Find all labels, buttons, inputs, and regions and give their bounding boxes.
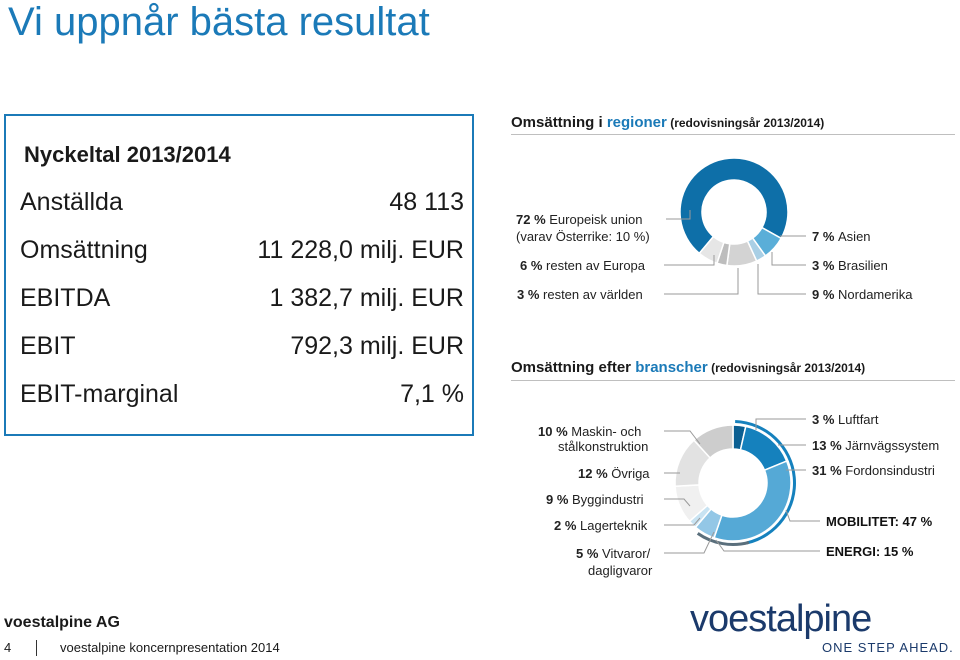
industry-label-machinery-sub: stålkonstruktion [558, 439, 648, 454]
industry-chart-title: Omsättning efter branscher (redovisnings… [511, 359, 865, 376]
industry-leader-storage [664, 517, 701, 526]
region-slice-0 [679, 157, 789, 255]
kpi-row-revenue: Omsättning 11 228,0 milj. EUR [20, 236, 464, 270]
footer-separator [36, 640, 37, 656]
industry-label-railway: 13 % Järnvägssystem [812, 438, 939, 453]
region-label-rest-europe: 6 % resten av Europa [520, 258, 646, 273]
voestalpine-logo: voestalpine [690, 598, 872, 640]
kpi-row-employees: Anställda 48 113 [20, 188, 464, 222]
industry-leader-mobility [785, 509, 820, 522]
kpi-value: 1 382,7 milj. EUR [269, 284, 464, 312]
industry-label-construction: 9 % Byggindustri [546, 492, 644, 507]
industry-leader-construction [664, 498, 691, 507]
industry-slice-2 [713, 460, 792, 542]
industry-label-appliances-sub: dagligvaror [588, 563, 653, 578]
kpi-heading: Nyckeltal 2013/2014 [24, 142, 231, 167]
industry-group-energy: ENERGI: 15 % [826, 544, 914, 559]
footer-presentation: voestalpine koncernpresentation 2014 [60, 640, 280, 655]
kpi-label: EBITDA [20, 284, 111, 312]
industry-label-automotive: 31 % Fordonsindustri [812, 463, 935, 478]
region-label-eu-sub: (varav Österrike: 10 %) [516, 229, 650, 244]
industry-title-suffix: (redovisningsår 2013/2014) [707, 361, 866, 375]
kpi-label: Anställda [20, 188, 123, 216]
kpi-label: EBIT-marginal [20, 380, 179, 408]
industry-leader-energy [715, 539, 820, 552]
page-number: 4 [4, 640, 12, 655]
industry-label-machinery: 10 % Maskin- och [538, 424, 641, 439]
industry-title-rule [511, 380, 955, 381]
kpi-label: Omsättning [20, 236, 148, 264]
region-title-prefix: Omsättning i [511, 114, 607, 131]
region-leader-north-america [757, 264, 806, 295]
region-label-brazil: 3 % Brasilien [812, 258, 888, 273]
industry-label-other: 12 % Övriga [578, 466, 650, 481]
region-leader-rest-world [664, 268, 739, 295]
region-chart-title: Omsättning i regioner (redovisningsår 20… [511, 114, 824, 131]
region-label-eu: 72 % Europeisk union [516, 212, 642, 227]
region-label-asia: 7 % Asien [812, 229, 871, 244]
region-title-suffix: (redovisningsår 2013/2014) [666, 116, 825, 130]
industry-leader-machinery [664, 430, 701, 445]
kpi-value: 7,1 % [400, 380, 464, 408]
kpi-value: 11 228,0 milj. EUR [257, 236, 464, 264]
industry-title-prefix: Omsättning efter [511, 359, 636, 376]
industry-group-ring-energy [696, 532, 750, 546]
kpi-row-ebit: EBIT 792,3 milj. EUR [20, 332, 464, 366]
industry-label-storage: 2 % Lagerteknik [554, 518, 648, 533]
region-leader-eu [666, 210, 691, 220]
industry-leader-appliances [664, 531, 715, 554]
industry-label-appliances: 5 % Vitvaror/ [576, 546, 651, 561]
industry-group-mobility: MOBILITET: 47 % [826, 514, 933, 529]
kpi-row-ebit-margin: EBIT-marginal 7,1 % [20, 380, 464, 414]
footer-company: voestalpine AG [4, 614, 120, 631]
logo-tagline: ONE STEP AHEAD. [822, 640, 954, 655]
region-slice-5 [698, 235, 725, 265]
region-label-rest-world: 3 % resten av världen [517, 287, 643, 302]
kpi-row-ebitda: EBITDA 1 382,7 milj. EUR [20, 284, 464, 318]
kpi-label: EBIT [20, 332, 76, 360]
industry-title-highlight: branscher [635, 359, 708, 376]
kpi-value: 792,3 milj. EUR [290, 332, 464, 360]
page-title: Vi uppnår bästa resultat [8, 0, 430, 44]
kpi-value: 48 113 [389, 188, 464, 216]
industry-slice-7 [692, 424, 734, 459]
kpi-box: Nyckeltal 2013/2014 Anställda 48 113 Oms… [4, 114, 474, 436]
region-title-rule [511, 134, 955, 135]
region-title-highlight: regioner [606, 114, 667, 131]
industry-label-aviation: 3 % Luftfart [812, 412, 879, 427]
industry-leader-aviation [755, 418, 806, 430]
region-label-north-america: 9 % Nordamerika [812, 287, 913, 302]
region-leader-brazil [771, 252, 806, 266]
region-leader-rest-europe [664, 255, 715, 266]
